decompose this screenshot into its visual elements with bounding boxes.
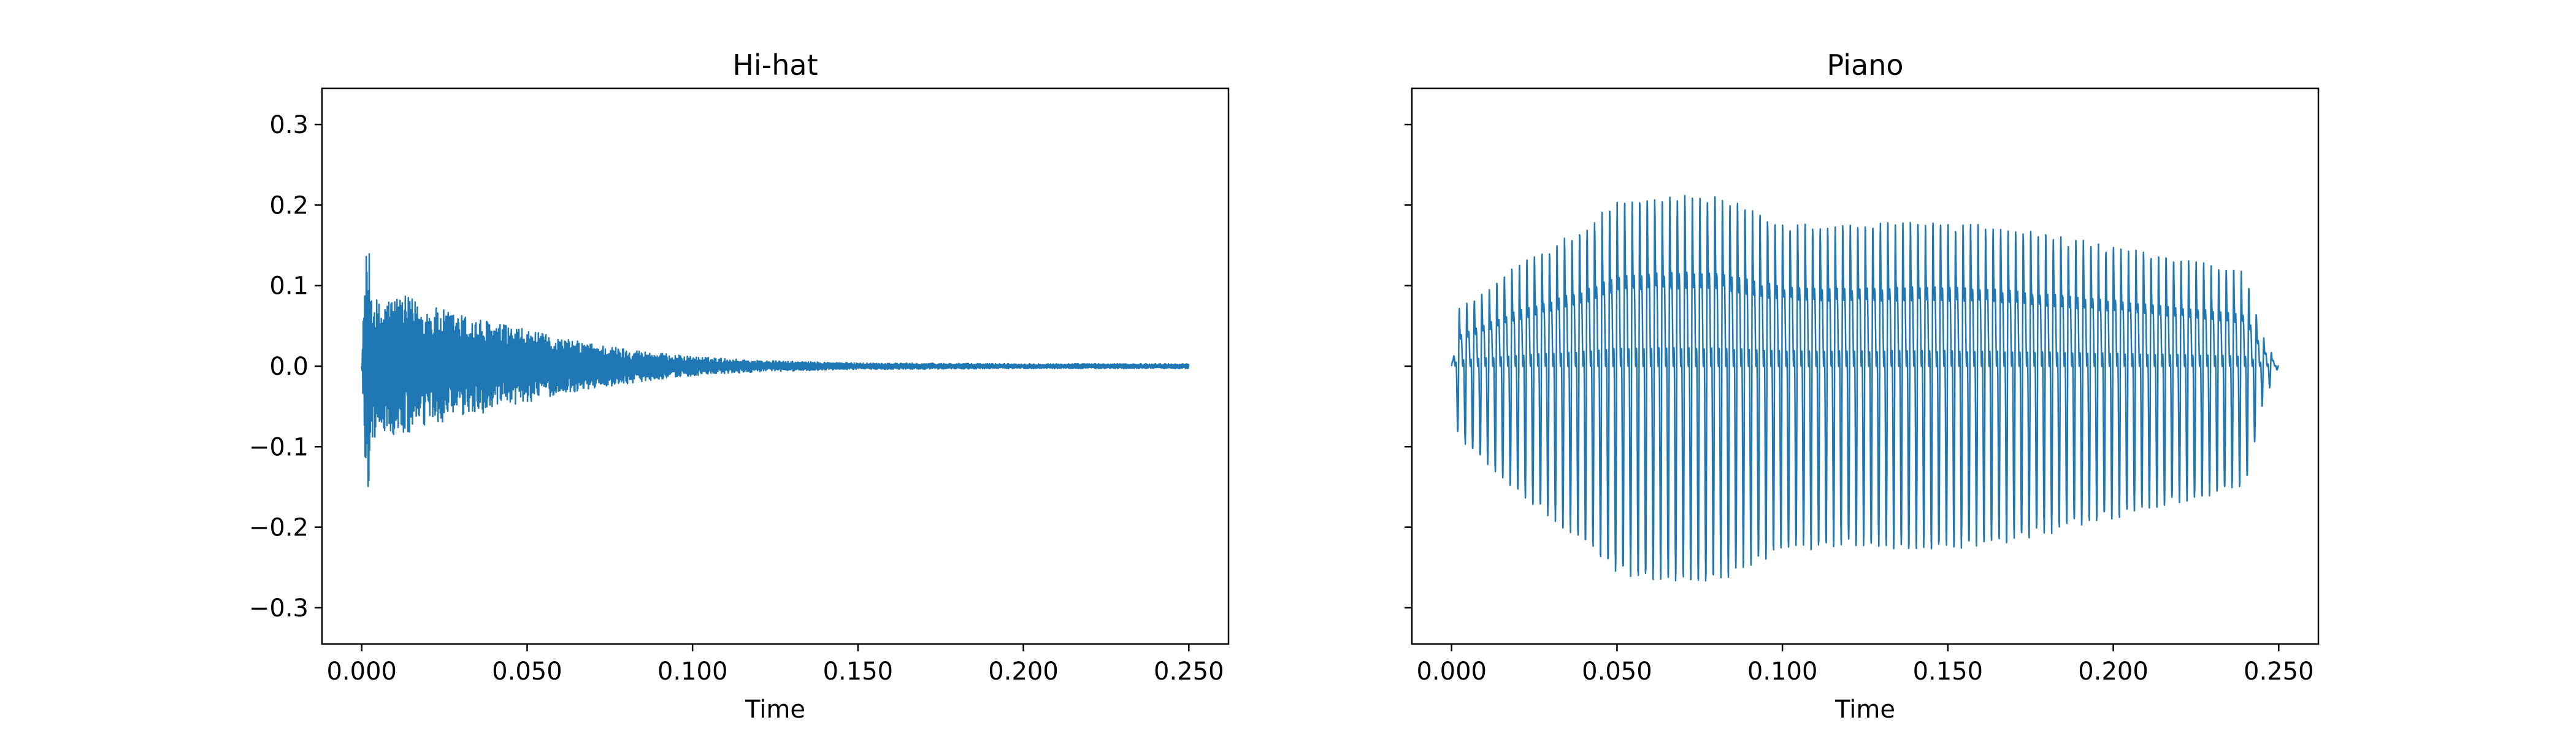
x-tick-label: 0.150: [1913, 657, 1984, 686]
piano-x-axis-label: Time: [1834, 696, 1895, 724]
y-tick-label: −0.3: [249, 594, 309, 623]
x-tick-label: 0.250: [2244, 657, 2314, 686]
piano-y-ticks: [1405, 123, 1412, 609]
y-tick-label: 0.2: [269, 191, 309, 220]
hihat-axes: Hi-hat 0.000 0.050 0.100 0.150 0.200 0.250 −0…: [249, 48, 1230, 724]
x-tick-label: 0.050: [492, 657, 562, 686]
x-tick-label: 0.250: [1154, 657, 1224, 686]
hihat-x-ticks: 0.000 0.050 0.100 0.150 0.200 0.250: [326, 644, 1224, 686]
piano-x-ticks: 0.000 0.050 0.100 0.150 0.200 0.250: [1416, 644, 2314, 686]
hihat-plot-frame: [321, 87, 1230, 645]
piano-title: Piano: [1827, 48, 1904, 82]
x-tick-label: 0.150: [823, 657, 894, 686]
piano-plot-frame: [1411, 87, 2320, 645]
hihat-title: Hi-hat: [732, 48, 818, 82]
y-tick-label: 0.1: [269, 272, 309, 301]
y-tick-label: −0.2: [249, 514, 309, 542]
x-tick-label: 0.100: [657, 657, 728, 686]
y-tick-label: 0.0: [269, 353, 309, 381]
piano-axes: Piano 0.000 0.050 0.100 0.150 0.200 0.250 Tim…: [1405, 48, 2320, 724]
hihat-x-axis-label: Time: [745, 696, 805, 724]
piano-waveform: [1451, 194, 2280, 582]
hihat-y-ticks: −0.3 −0.2 −0.1 0.0 0.1 0.2 0.3: [249, 111, 322, 623]
x-tick-label: 0.000: [326, 657, 397, 686]
hihat-waveform: [361, 253, 1190, 488]
x-tick-label: 0.000: [1416, 657, 1487, 686]
x-tick-label: 0.200: [988, 657, 1059, 686]
y-tick-label: −0.1: [249, 433, 309, 461]
y-tick-label: 0.3: [269, 111, 309, 139]
x-tick-label: 0.100: [1747, 657, 1818, 686]
x-tick-label: 0.200: [2078, 657, 2149, 686]
x-tick-label: 0.050: [1582, 657, 1652, 686]
